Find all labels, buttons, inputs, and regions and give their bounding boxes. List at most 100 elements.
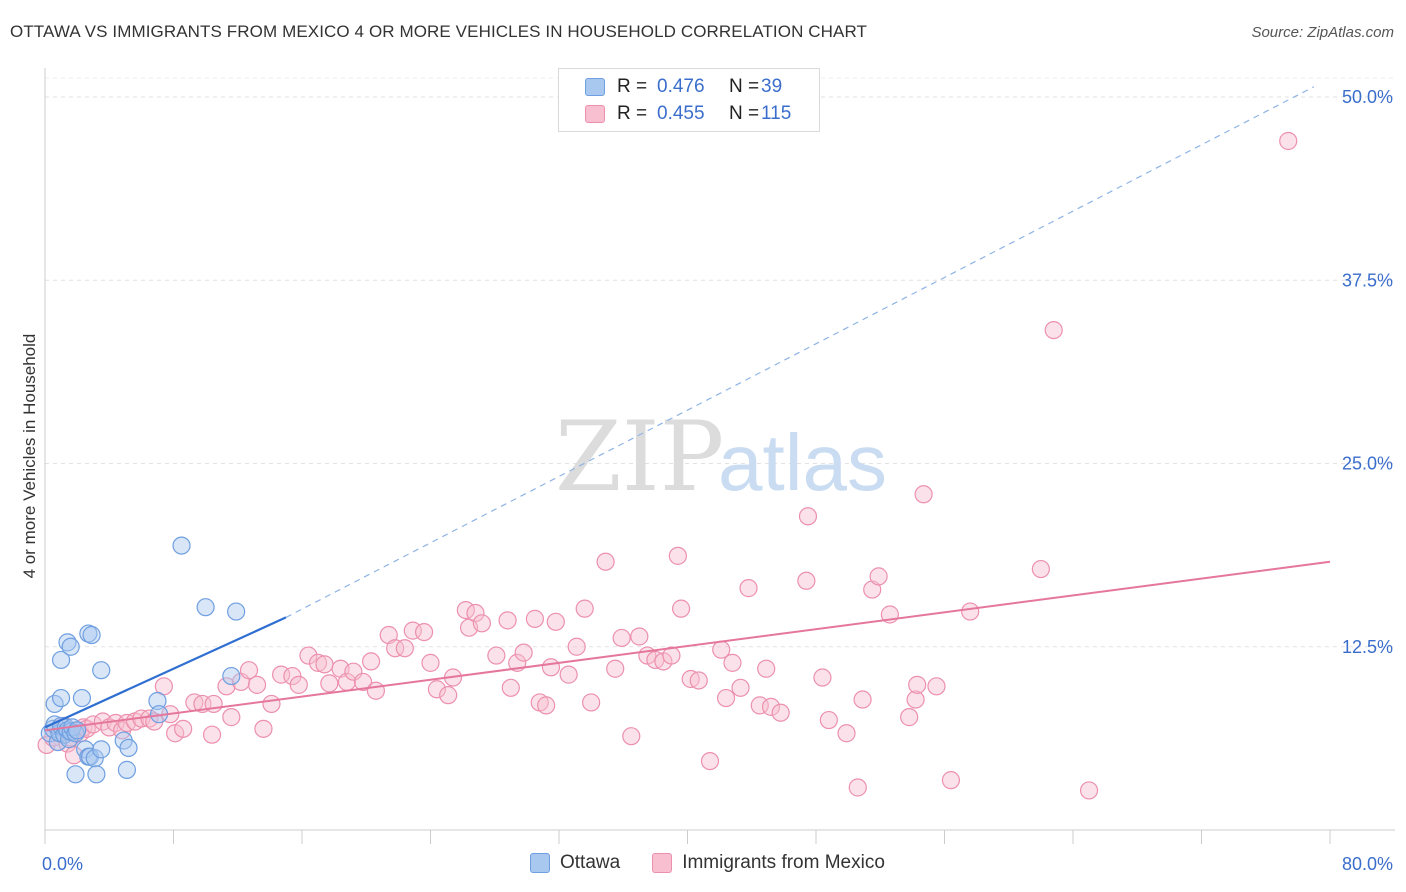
data-point — [798, 507, 818, 526]
data-point — [501, 678, 520, 697]
data-point — [472, 614, 491, 633]
n-label: N = — [729, 76, 760, 97]
x-tick-label: 0.0% — [42, 854, 83, 874]
mexico-swatch — [585, 105, 605, 123]
data-point — [320, 674, 339, 693]
data-point — [559, 665, 578, 684]
legend-item-ottawa[interactable]: Ottawa — [530, 852, 620, 874]
data-point — [906, 690, 925, 709]
y-tick-label: 50.0% — [1342, 87, 1393, 107]
data-point — [227, 602, 246, 621]
trend-line-mexico — [44, 560, 1331, 732]
data-point — [575, 599, 594, 618]
data-point — [308, 653, 328, 672]
data-point — [92, 740, 111, 759]
data-point — [498, 611, 517, 630]
data-point — [66, 765, 85, 784]
data-point — [900, 708, 919, 727]
x-axis-ticks — [44, 830, 1331, 844]
data-point — [716, 688, 736, 708]
r-value: 0.476 — [657, 76, 705, 97]
series-legend: Ottawa Immigrants from Mexico — [530, 852, 917, 874]
data-point — [254, 719, 273, 738]
r-label: R = — [617, 76, 648, 97]
data-point — [247, 675, 267, 694]
data-point — [361, 652, 381, 671]
data-point — [739, 579, 758, 598]
data-point — [148, 691, 167, 711]
data-point — [700, 751, 720, 771]
data-point — [771, 703, 790, 722]
data-points — [37, 131, 1298, 800]
n-value: 39 — [761, 76, 783, 97]
x-tick-label: 80.0% — [1342, 854, 1393, 874]
data-point — [239, 661, 259, 680]
y-axis-tick-labels: 12.5% 25.0% 37.5% 50.0% — [1342, 87, 1393, 657]
data-point — [414, 622, 434, 642]
data-point — [61, 637, 80, 656]
data-point — [541, 658, 561, 677]
data-point — [941, 771, 961, 790]
data-point — [315, 655, 334, 674]
data-point — [546, 612, 565, 631]
data-point — [37, 735, 56, 755]
n-value: 115 — [761, 103, 792, 124]
watermark-atlas: atlas — [718, 418, 887, 507]
data-point — [567, 637, 586, 656]
data-point — [386, 639, 405, 658]
data-point — [668, 546, 687, 565]
data-point — [853, 690, 872, 709]
data-point — [582, 693, 601, 712]
data-point — [596, 552, 615, 571]
data-point — [908, 675, 927, 694]
data-point — [172, 536, 191, 555]
data-point — [837, 724, 856, 743]
data-point — [262, 694, 281, 714]
ottawa-swatch — [530, 853, 550, 873]
data-point — [761, 697, 781, 716]
data-point — [466, 603, 485, 623]
y-tick-label: 37.5% — [1342, 270, 1393, 290]
data-point — [662, 646, 681, 665]
data-point — [813, 668, 832, 687]
data-point — [439, 686, 458, 705]
watermark: ZIP atlas — [555, 401, 887, 513]
x-axis-tick-labels: 0.0% 80.0% — [42, 854, 1393, 874]
data-point — [914, 485, 933, 504]
data-point — [869, 567, 888, 586]
data-point — [51, 688, 71, 708]
n-label: N = — [729, 103, 760, 124]
correlation-legend: R = 0.476 N = 39 R = 0.455 N = 115 — [558, 68, 820, 132]
data-point — [514, 643, 533, 662]
data-point — [630, 627, 649, 646]
data-point — [671, 599, 691, 618]
y-tick-label: 25.0% — [1342, 454, 1393, 474]
data-point — [1031, 559, 1050, 579]
data-point — [537, 696, 556, 715]
data-point — [82, 625, 101, 645]
legend-item-mexico[interactable]: Immigrants from Mexico — [652, 852, 885, 874]
trend-line-ottawa-extension — [285, 86, 1315, 618]
data-point — [427, 680, 447, 699]
data-point — [797, 571, 816, 590]
data-point — [222, 708, 241, 727]
data-point — [72, 688, 92, 708]
data-point — [66, 724, 85, 743]
data-point — [196, 598, 215, 617]
r-label: R = — [617, 103, 648, 124]
data-point — [757, 659, 776, 678]
data-point — [202, 725, 222, 744]
data-point — [961, 602, 980, 621]
legend-label-mexico: Immigrants from Mexico — [682, 852, 885, 873]
data-point — [689, 671, 708, 690]
source-label: Source: ZipAtlas.com — [1251, 24, 1394, 41]
data-point — [1044, 320, 1063, 340]
y-axis-label: 4 or more Vehicles in Household — [20, 334, 39, 579]
trend-line-ottawa — [44, 616, 287, 729]
data-point — [299, 646, 318, 665]
data-point — [289, 675, 308, 694]
axes — [44, 68, 1395, 831]
chart-title: OTTAWA VS IMMIGRANTS FROM MEXICO 4 OR MO… — [10, 22, 868, 41]
data-point — [819, 710, 838, 730]
mexico-swatch — [652, 853, 673, 873]
